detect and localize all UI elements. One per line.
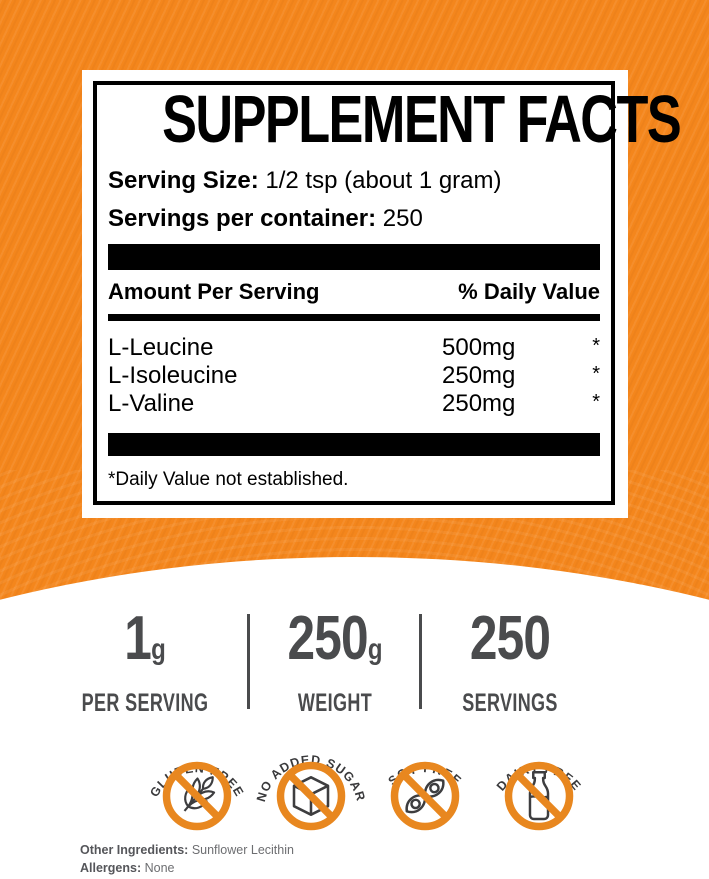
servings-value: 250: [376, 205, 423, 232]
column-amount-per-serving: Amount Per Serving: [108, 279, 320, 304]
stat-servings: 250 SERVINGS: [410, 608, 610, 717]
stat-label: SERVINGS: [462, 689, 558, 717]
serving-size-line: Serving Size: 1/2 tsp (about 1 gram): [108, 167, 600, 195]
allergens-value: None: [141, 861, 175, 875]
stat-divider: [247, 614, 250, 709]
ingredient-name: L-Valine: [108, 390, 195, 417]
panel-title: SUPPLEMENT FACTS: [162, 82, 682, 157]
stat-value: 1: [124, 604, 152, 673]
supplement-facts-panel: SUPPLEMENT FACTS Serving Size: 1/2 tsp (…: [82, 70, 682, 518]
stat-label: WEIGHT: [297, 689, 373, 717]
stat-divider: [419, 614, 422, 709]
ingredient-daily-value: *: [592, 391, 600, 413]
ingredient-name: L-Isoleucine: [108, 362, 238, 389]
servings-label: Servings per container:: [108, 205, 377, 232]
stat-label: PER SERVING: [81, 689, 209, 717]
other-ingredients-value: Sunflower Lecithin: [188, 843, 294, 857]
table-row: L-Leucine 500mg *: [108, 334, 600, 362]
badge-gluten-free: GLUTEN FREE: [142, 733, 252, 843]
divider-bar-top: [108, 244, 600, 270]
ingredient-amount: 500mg: [442, 334, 516, 361]
serving-size-label: Serving Size:: [108, 167, 259, 194]
ingredient-amount: 250mg: [442, 390, 516, 417]
table-header: Amount Per Serving % Daily Value: [108, 279, 600, 305]
daily-value-footnote: *Daily Value not established.: [108, 469, 349, 490]
other-ingredients-label: Other Ingredients:: [80, 843, 189, 857]
badge-no-added-sugar: NO ADDED SUGAR: [256, 733, 366, 843]
sugar-cube-icon: NO ADDED SUGAR: [256, 753, 366, 831]
table-row: L-Valine 250mg *: [108, 390, 600, 418]
table-row: L-Isoleucine 250mg *: [108, 362, 600, 390]
ingredient-daily-value: *: [592, 363, 600, 385]
allergens-line: Allergens: None: [80, 859, 294, 877]
servings-per-container-line: Servings per container: 250: [108, 205, 600, 233]
stat-value: 250: [287, 604, 368, 673]
allergens-label: Allergens:: [80, 861, 142, 875]
stat-unit: g: [151, 633, 166, 666]
badge-soy-free: SOY FREE: [370, 733, 480, 843]
serving-size-value: 1/2 tsp (about 1 gram): [258, 167, 502, 194]
stat-unit: g: [367, 633, 383, 666]
stat-weight: 250g WEIGHT: [235, 608, 435, 717]
panel-border: SUPPLEMENT FACTS Serving Size: 1/2 tsp (…: [93, 81, 682, 505]
other-ingredients-line: Other Ingredients: Sunflower Lecithin: [80, 841, 294, 859]
wheat-icon: GLUTEN FREE: [147, 761, 246, 831]
column-daily-value: % Daily Value: [458, 279, 600, 304]
white-curve-background: [0, 557, 709, 879]
ingredient-amount: 250mg: [442, 362, 516, 389]
badge-dairy-free: DAIRY FREE: [484, 733, 594, 843]
soy-pod-icon: SOY FREE: [386, 761, 463, 831]
footer-info: Other Ingredients: Sunflower Lecithin Al…: [80, 841, 294, 877]
stat-value: 250: [469, 604, 551, 673]
header-rule: [108, 314, 600, 321]
ingredient-daily-value: *: [592, 335, 600, 357]
stat-per-serving: 1g PER SERVING: [45, 608, 245, 717]
divider-bar-bottom: [108, 433, 600, 456]
milk-bottle-icon: DAIRY FREE: [494, 761, 583, 831]
ingredient-name: L-Leucine: [108, 334, 214, 361]
